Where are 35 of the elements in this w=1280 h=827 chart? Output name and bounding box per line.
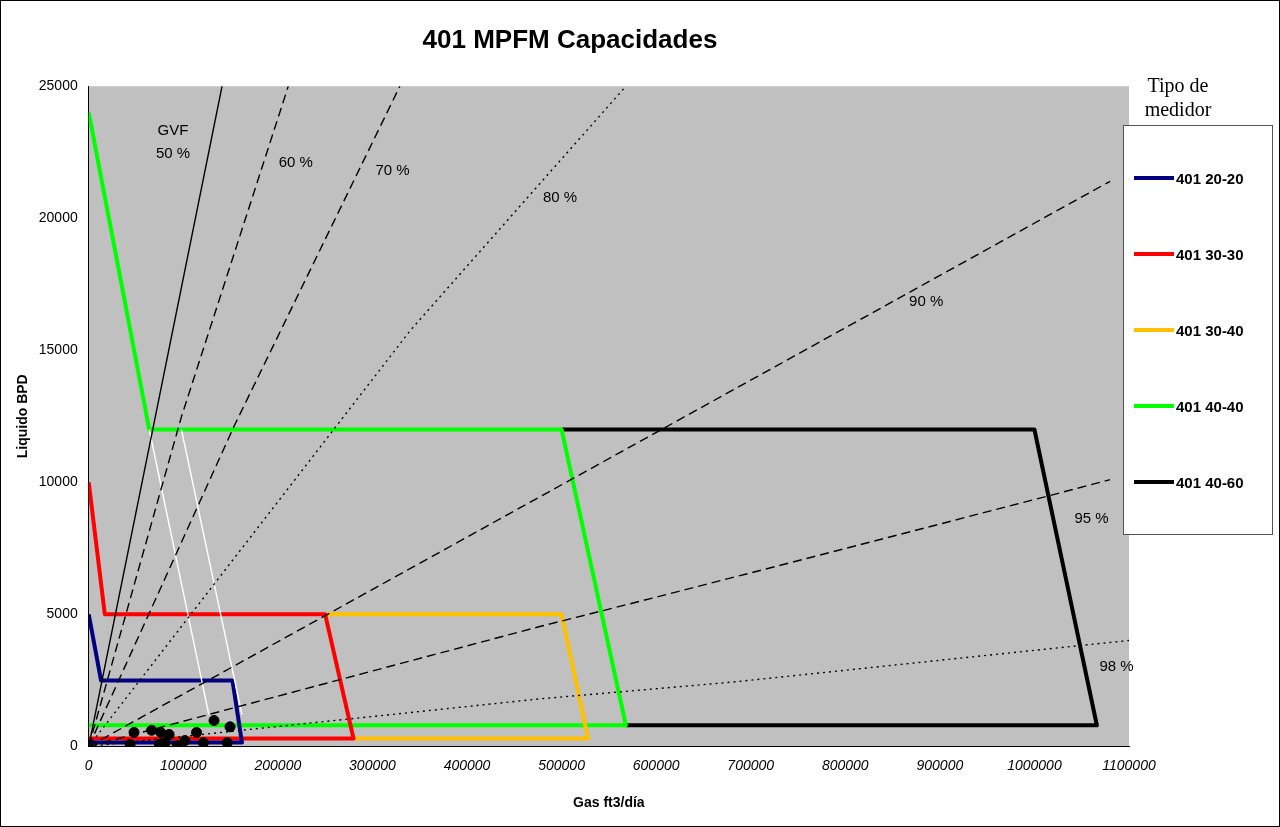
legend-title: Tipo de medidor [1143, 73, 1213, 121]
x-axis-title: Gas ft3/día [573, 794, 645, 811]
x-tick-label: 1000000 [1007, 756, 1062, 773]
y-tick-label: 25000 [38, 77, 78, 94]
annotation: 80 % [542, 187, 578, 205]
y-axis-title: Liquido BPD [14, 374, 31, 459]
annotation: 60 % [278, 152, 313, 170]
x-tick-label: 700000 [727, 756, 775, 773]
legend-label: 401 40-40 [1176, 397, 1244, 415]
x-tick-label: 200000 [253, 756, 302, 773]
annotation: 95 % [1074, 509, 1109, 527]
x-tick-label: 0 [84, 756, 93, 773]
y-tick-label: 20000 [38, 209, 78, 226]
x-tick-label: 100000 [159, 756, 207, 773]
x-tick-label: 600000 [632, 756, 680, 773]
legend-label: 401 30-40 [1176, 321, 1244, 339]
y-tick-label: 5000 [46, 605, 78, 622]
y-tick-label: 0 [69, 737, 78, 754]
legend-label: 401 30-30 [1176, 245, 1244, 263]
annotation: 98 % [1099, 656, 1134, 674]
x-tick-label: 300000 [349, 756, 397, 773]
x-tick-label: 800000 [821, 756, 869, 773]
x-tick-label: 1100000 [1102, 756, 1156, 773]
annotation: 70 % [375, 160, 410, 178]
legend-label: 401 20-20 [1176, 169, 1244, 187]
annotation: 90 % [909, 291, 944, 309]
y-tick-label: 15000 [38, 341, 78, 358]
annotation: GVF [157, 120, 189, 138]
x-tick-label: 400000 [443, 756, 491, 773]
legend-label: 401 40-60 [1176, 473, 1244, 491]
chart-title: 401 MPFM Capacidades [422, 23, 718, 54]
y-tick-label: 10000 [38, 473, 78, 490]
x-tick-label: 900000 [916, 756, 964, 773]
annotation: 50 % [155, 144, 191, 162]
x-tick-label: 500000 [538, 756, 586, 773]
